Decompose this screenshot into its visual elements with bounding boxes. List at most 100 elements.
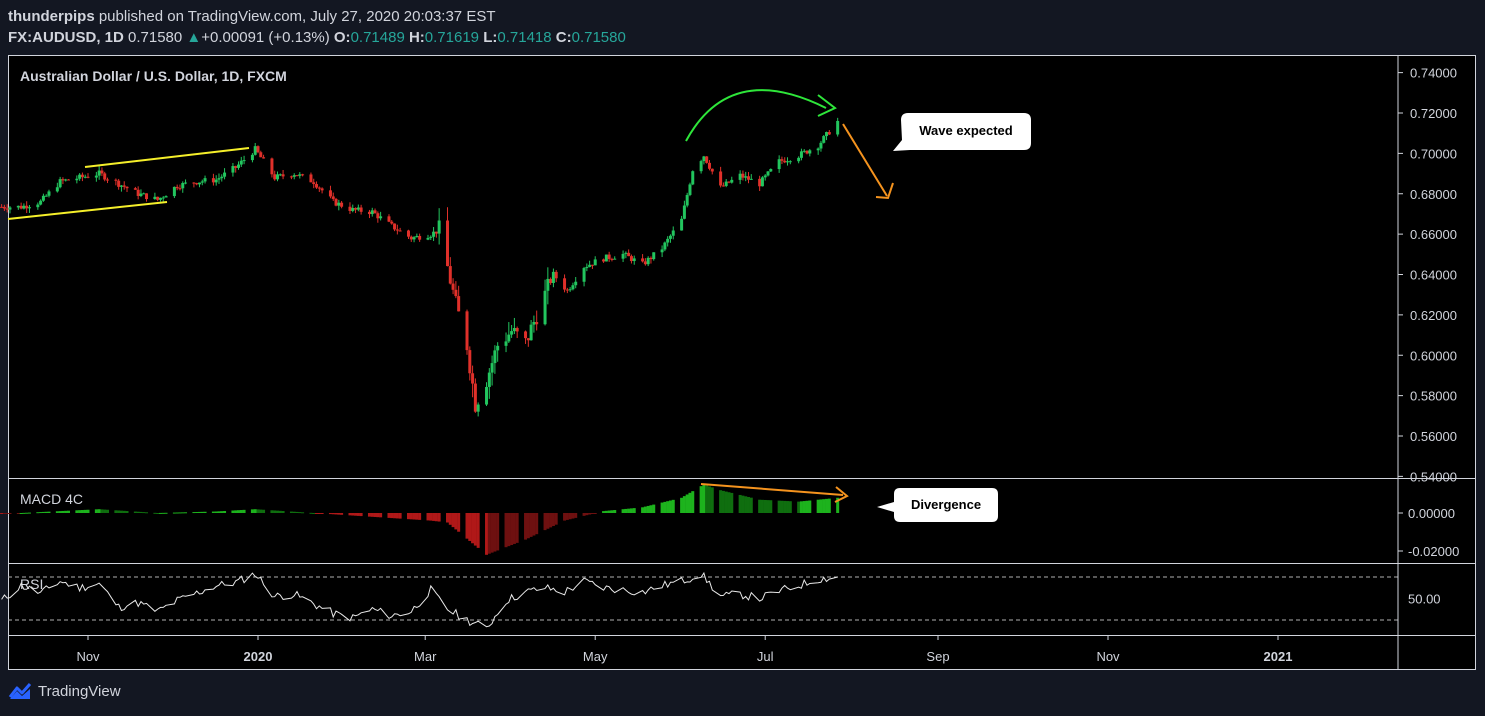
candle-up[interactable] <box>680 218 684 231</box>
candle-down[interactable] <box>156 196 160 200</box>
candle-up[interactable] <box>119 185 123 187</box>
candle-down[interactable] <box>315 184 319 188</box>
candle-up[interactable] <box>744 176 748 178</box>
candle-down[interactable] <box>468 350 472 374</box>
candle-down[interactable] <box>289 176 293 178</box>
candle-up[interactable] <box>621 253 625 259</box>
candle-up[interactable] <box>200 181 204 183</box>
candle-up[interactable] <box>64 179 68 181</box>
candle-down[interactable] <box>122 185 126 187</box>
candle-down[interactable] <box>649 257 653 260</box>
candle-up[interactable] <box>351 208 355 211</box>
candle-down[interactable] <box>554 271 558 279</box>
candle-down[interactable] <box>563 278 567 290</box>
candle-up[interactable] <box>799 151 803 158</box>
candle-down[interactable] <box>312 182 316 185</box>
candle-up[interactable] <box>699 161 703 172</box>
candle-down[interactable] <box>334 198 338 206</box>
candle-down[interactable] <box>133 188 137 190</box>
candle-up[interactable] <box>58 179 62 188</box>
candle-down[interactable] <box>117 180 121 187</box>
candle-up[interactable] <box>702 156 706 162</box>
candle-down[interactable] <box>0 206 4 208</box>
candle-down[interactable] <box>234 166 238 168</box>
candle-up[interactable] <box>197 182 201 185</box>
candle-up[interactable] <box>142 193 146 195</box>
candle-up[interactable] <box>139 193 143 196</box>
candle-down[interactable] <box>309 174 313 183</box>
candle-down[interactable] <box>607 254 611 259</box>
candle-down[interactable] <box>301 174 305 176</box>
candle-down[interactable] <box>61 179 65 181</box>
candle-up[interactable] <box>476 404 480 412</box>
candle-down[interactable] <box>446 220 450 267</box>
candle-up[interactable] <box>8 207 12 210</box>
candle-down[interactable] <box>192 182 196 184</box>
candle-up[interactable] <box>181 182 185 189</box>
candle-up[interactable] <box>83 176 87 178</box>
rsi-pane[interactable]: RSI 50.00 <box>1 571 1441 628</box>
candle-down[interactable] <box>387 216 391 222</box>
candle-down[interactable] <box>100 170 104 174</box>
candle-up[interactable] <box>184 182 188 184</box>
candle-up[interactable] <box>250 154 254 161</box>
macd-pane[interactable]: MACD 4C 0.00000 -0.02000 <box>0 484 1459 560</box>
candle-up[interactable] <box>529 324 533 341</box>
candle-down[interactable] <box>746 176 750 180</box>
candle-up[interactable] <box>802 150 806 152</box>
candle-down[interactable] <box>340 202 344 207</box>
candle-down[interactable] <box>457 296 461 312</box>
candle-up[interactable] <box>16 205 20 208</box>
candle-down[interactable] <box>328 190 332 197</box>
candle-up[interactable] <box>766 171 770 176</box>
candle-up[interactable] <box>276 174 280 180</box>
price-pane[interactable]: Australian Dollar / U.S. Dollar, 1D, FXC… <box>0 66 1457 485</box>
candle-down[interactable] <box>471 373 475 384</box>
candle-up[interactable] <box>220 176 224 179</box>
candle-up[interactable] <box>671 230 675 236</box>
candle-up[interactable] <box>55 187 59 192</box>
candle-down[interactable] <box>610 258 614 260</box>
candle-up[interactable] <box>437 220 441 234</box>
candle-down[interactable] <box>211 178 215 183</box>
candle-up[interactable] <box>546 278 550 291</box>
candle-up[interactable] <box>738 173 742 180</box>
candle-up[interactable] <box>239 160 243 165</box>
candle-up[interactable] <box>688 184 692 195</box>
candle-up[interactable] <box>777 159 781 170</box>
candle-up[interactable] <box>22 205 26 209</box>
candle-down[interactable] <box>320 188 324 191</box>
candle-down[interactable] <box>376 213 380 219</box>
candle-up[interactable] <box>588 264 592 267</box>
candle-up[interactable] <box>172 186 176 197</box>
candle-down[interactable] <box>629 256 633 262</box>
candle-up[interactable] <box>429 236 433 238</box>
candle-up[interactable] <box>822 136 826 143</box>
candle-down[interactable] <box>2 206 6 209</box>
candle-down[interactable] <box>395 229 399 231</box>
candle-down[interactable] <box>103 173 107 180</box>
candle-down[interactable] <box>5 208 9 210</box>
candle-down[interactable] <box>25 205 29 209</box>
candle-up[interactable] <box>292 175 296 177</box>
time-axis[interactable]: Nov 2020 Mar May Jul Sep Nov 2021 <box>76 636 1292 664</box>
candle-down[interactable] <box>827 132 831 135</box>
candle-up[interactable] <box>253 146 257 155</box>
candle-down[interactable] <box>780 159 784 161</box>
candle-down[interactable] <box>434 231 438 234</box>
candle-up[interactable] <box>490 363 494 373</box>
candle-down[interactable] <box>526 338 530 341</box>
candle-down[interactable] <box>145 193 149 200</box>
candle-up[interactable] <box>47 191 51 196</box>
candle-down[interactable] <box>707 162 711 169</box>
candle-up[interactable] <box>298 174 302 176</box>
candle-up[interactable] <box>660 249 664 253</box>
candle-up[interactable] <box>685 194 689 206</box>
candle-up[interactable] <box>825 132 829 137</box>
candle-up[interactable] <box>504 341 508 346</box>
candle-up[interactable] <box>808 150 812 154</box>
candle-up[interactable] <box>78 174 82 179</box>
candle-down[interactable] <box>515 328 519 332</box>
candle-down[interactable] <box>465 311 469 351</box>
